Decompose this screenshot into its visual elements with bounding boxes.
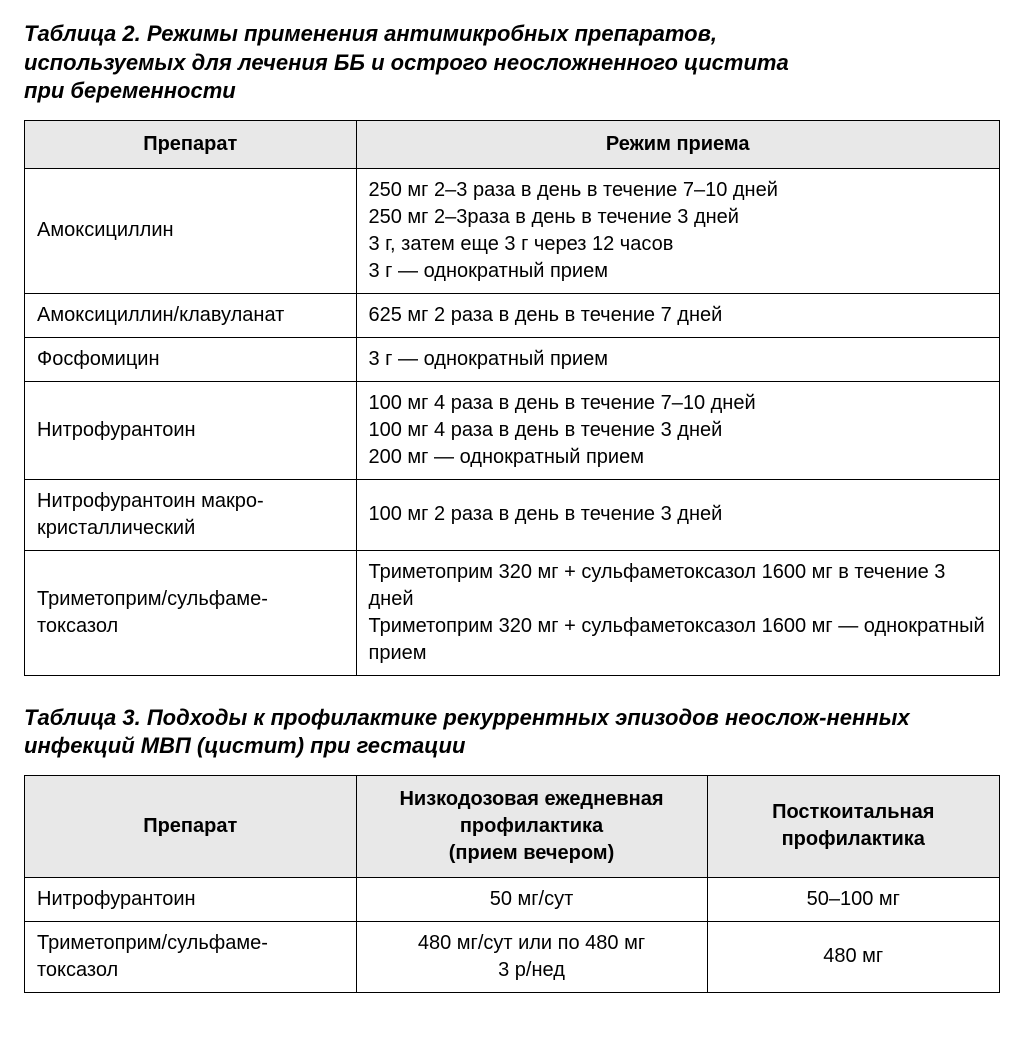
drug-cell: Амоксициллин — [25, 168, 357, 293]
regimen-line: 3 г — однократный прием — [369, 346, 988, 373]
drug-cell: Нитрофурантоин — [25, 877, 357, 921]
regimen-line: 100 мг 4 раза в день в течение 7–10 дней — [369, 390, 988, 417]
regimen-line: 100 мг 4 раза в день в течение 3 дней — [369, 417, 988, 444]
table-row: Амоксициллин 250 мг 2–3 раза в день в теч… — [25, 168, 1000, 293]
drug-cell: Нитрофурантоин макро-кристаллический — [25, 479, 357, 550]
table3-header-postcoital: Посткоитальная профилактика — [707, 775, 1000, 877]
drug-cell: Фосфомицин — [25, 337, 357, 381]
regimen-line: Триметоприм 320 мг + сульфаметоксазол 16… — [369, 559, 988, 613]
table2: Препарат Режим приема Амоксициллин 250 мг… — [24, 120, 1000, 676]
regimen-line: 3 г, затем еще 3 г через 12 часов — [369, 231, 988, 258]
daily-cell: 480 мг/сут или по 480 мг 3 р/нед — [356, 921, 707, 992]
table3: Препарат Низкодозовая ежедневная профила… — [24, 775, 1000, 993]
regimen-line: 200 мг — однократный прием — [369, 444, 988, 471]
regimen-line: 625 мг 2 раза в день в течение 7 дней — [369, 302, 988, 329]
regimen-cell: 100 мг 4 раза в день в течение 7–10 дней… — [356, 381, 1000, 479]
postcoital-cell: 50–100 мг — [707, 877, 1000, 921]
table-row: Нитрофурантоин макро-кристаллический 100 … — [25, 479, 1000, 550]
daily-cell: 50 мг/сут — [356, 877, 707, 921]
regimen-line: 250 мг 2–3раза в день в течение 3 дней — [369, 204, 988, 231]
table2-header-drug: Препарат — [25, 120, 357, 168]
table3-header-daily: Низкодозовая ежедневная профилактика (пр… — [356, 775, 707, 877]
table-row: Амоксициллин/клавуланат 625 мг 2 раза в д… — [25, 293, 1000, 337]
table-row: Нитрофурантоин100 мг 4 раза в день в теч… — [25, 381, 1000, 479]
drug-cell: Нитрофурантоин — [25, 381, 357, 479]
postcoital-cell: 480 мг — [707, 921, 1000, 992]
table3-title: Таблица 3. Подходы к профилактике рекурр… — [24, 704, 1000, 761]
regimen-line: 100 мг 2 раза в день в течение 3 дней — [369, 501, 988, 528]
regimen-cell: 250 мг 2–3 раза в день в течение 7–10 дн… — [356, 168, 1000, 293]
table3-header-drug: Препарат — [25, 775, 357, 877]
regimen-cell: Триметоприм 320 мг + сульфаметоксазол 16… — [356, 550, 1000, 675]
table-row: Нитрофурантоин50 мг/сут50–100 мг — [25, 877, 1000, 921]
drug-cell: Триметоприм/сульфаме-токсазол — [25, 550, 357, 675]
drug-cell: Амоксициллин/клавуланат — [25, 293, 357, 337]
table-row: Триметоприм/сульфаме-токсазолТриметоприм… — [25, 550, 1000, 675]
table-row: Фосфомицин 3 г — однократный прием — [25, 337, 1000, 381]
regimen-cell: 100 мг 2 раза в день в течение 3 дней — [356, 479, 1000, 550]
regimen-line: 3 г — однократный прием — [369, 258, 988, 285]
table-row: Триметоприм/сульфаме-токсазол480 мг/сут … — [25, 921, 1000, 992]
regimen-line: 250 мг 2–3 раза в день в течение 7–10 дн… — [369, 177, 988, 204]
regimen-cell: 3 г — однократный прием — [356, 337, 1000, 381]
regimen-cell: 625 мг 2 раза в день в течение 7 дней — [356, 293, 1000, 337]
table2-title: Таблица 2. Режимы применения антимикробн… — [24, 20, 1000, 106]
regimen-line: Триметоприм 320 мг + сульфаметоксазол 16… — [369, 613, 988, 667]
table2-header-regimen: Режим приема — [356, 120, 1000, 168]
drug-cell: Триметоприм/сульфаме-токсазол — [25, 921, 357, 992]
